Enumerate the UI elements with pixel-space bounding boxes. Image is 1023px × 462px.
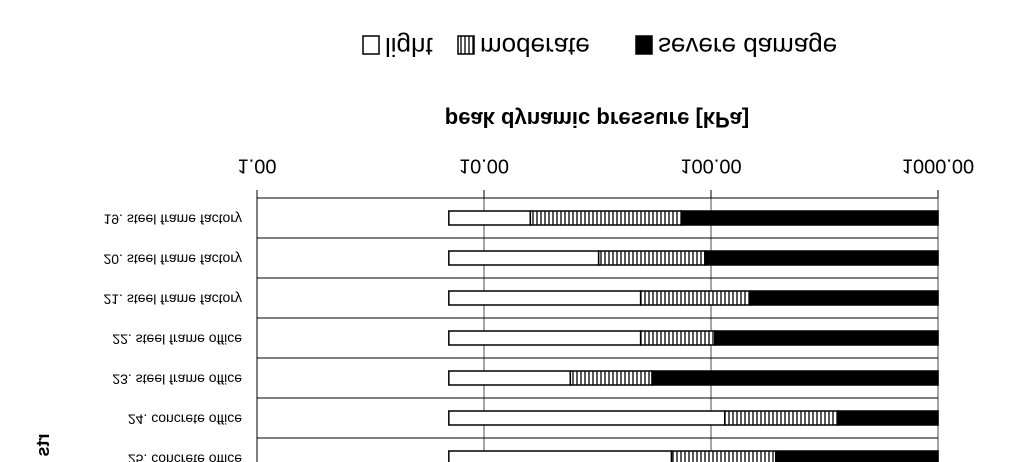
bar-segment: [597, 250, 706, 266]
category-label: 20. steel frame factory: [103, 251, 242, 267]
bar-segment: [448, 290, 642, 306]
bar-segment: [639, 330, 716, 346]
x-tick-label: 1000.00: [902, 155, 974, 177]
bar-segment: [448, 450, 673, 462]
bar-segment: [448, 330, 642, 346]
category-label: 22. steel frame office: [112, 331, 242, 347]
bar-segment: [651, 370, 939, 386]
x-tick-label: 100.00: [680, 155, 741, 177]
legend-label: severe damage: [658, 32, 837, 62]
y-axis-label: rts: [33, 433, 53, 456]
bar-segment: [837, 410, 939, 426]
category-label: 23. steel frame office: [112, 371, 242, 387]
category-label: 24. concrete office: [128, 411, 242, 427]
bar-segment: [448, 370, 572, 386]
legend-label: light: [385, 32, 433, 62]
bar-segment: [670, 450, 777, 462]
bar-segment: [749, 290, 939, 306]
bar-segment: [639, 290, 752, 306]
bar-segment: [680, 210, 939, 226]
axis-title: peak dynamic pressure [kPa]: [445, 107, 749, 132]
bar-segment: [448, 250, 600, 266]
category-label: 19. steel frame factory: [103, 211, 242, 227]
x-tick-label: 10.00: [459, 155, 509, 177]
bar-segment: [714, 330, 939, 346]
bar-segment: [448, 210, 532, 226]
bar-segment: [448, 410, 726, 426]
category-label: 21. steel frame factory: [103, 291, 242, 307]
legend-swatch: [635, 35, 653, 55]
bar-segment: [724, 410, 839, 426]
category-label: 25. concrete office: [128, 451, 242, 462]
bar-segment: [704, 250, 939, 266]
x-tick-label: 1.00: [238, 155, 277, 177]
bar-segment: [529, 210, 683, 226]
legend-swatch: [457, 35, 475, 55]
bar-segment: [775, 450, 939, 462]
bar-segment: [569, 370, 653, 386]
legend-swatch: [362, 35, 380, 55]
legend-label: moderate: [480, 32, 590, 62]
